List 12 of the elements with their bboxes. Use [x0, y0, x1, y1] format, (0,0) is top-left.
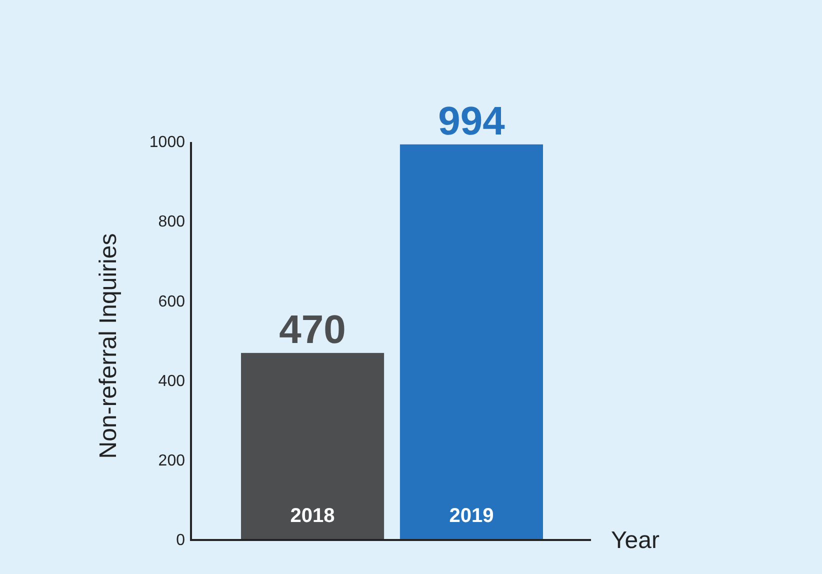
y-tick-label: 600: [158, 293, 186, 310]
y-tick-label: 1000: [149, 134, 186, 152]
x-tick-label: 2019: [449, 505, 494, 527]
y-tick-label: 0: [176, 532, 186, 550]
data-label: 470: [279, 308, 346, 352]
y-tick-label: 400: [158, 372, 186, 390]
data-label: 994: [438, 99, 506, 144]
y-tick-label: 800: [158, 214, 186, 231]
x-axis-title: Year: [611, 527, 660, 554]
y-axis-title: Non-referral Inquiries: [95, 233, 122, 459]
x-tick-label: 2018: [290, 505, 335, 527]
y-tick-label: 200: [158, 452, 186, 470]
